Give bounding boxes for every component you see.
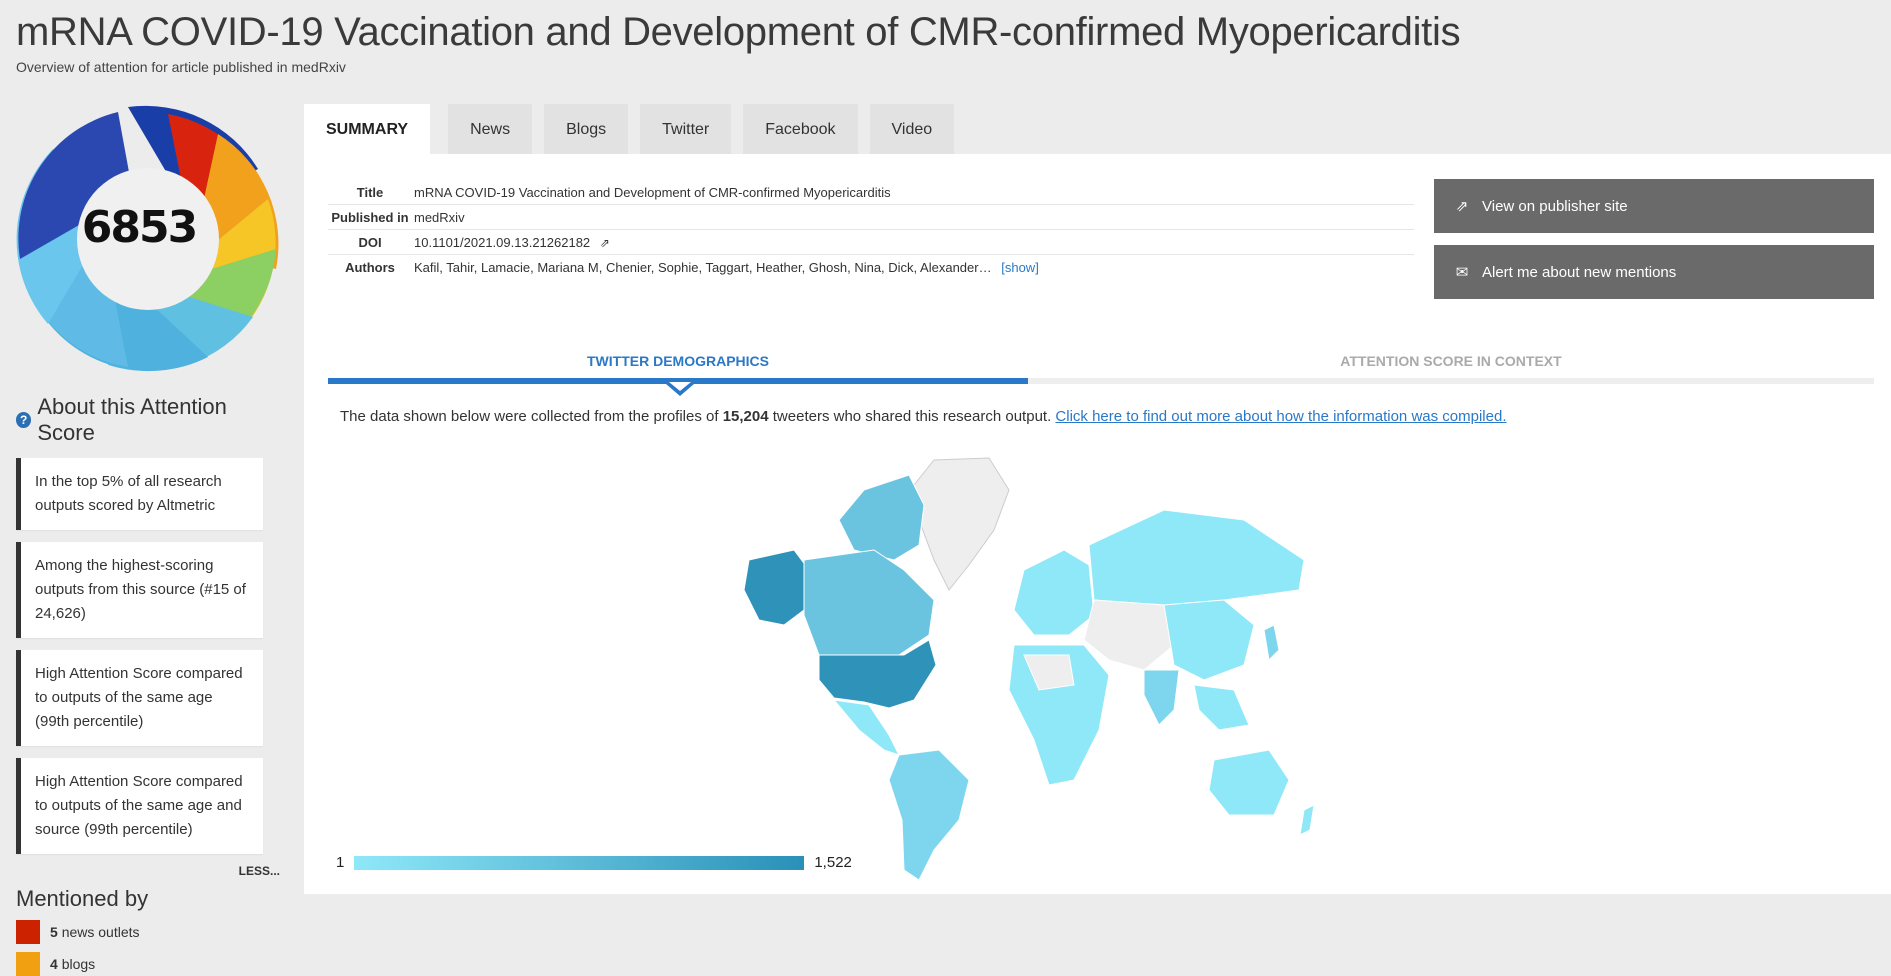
map-region-southeast-asia[interactable]: [1193, 684, 1250, 731]
page-title: mRNA COVID-19 Vaccination and Developmen…: [16, 10, 1461, 54]
tweeter-count: 15,204: [722, 408, 769, 425]
meta-label: DOI: [358, 234, 382, 250]
intro-prefix: The data shown below were collected from…: [340, 408, 719, 425]
map-region-east-asia[interactable]: [1163, 599, 1255, 681]
subtab-track: [328, 378, 1874, 384]
score-card: Among the highest-scoring outputs from t…: [16, 542, 263, 638]
about-title: ? About this Attention Score: [16, 394, 280, 446]
authors-value: Kafil, Tahir, Lamacie, Mariana M, Chenie…: [414, 259, 992, 275]
mention-count: 4: [50, 956, 58, 972]
legend-gradient: [354, 855, 805, 870]
demographics-tabs: TWITTER DEMOGRAPHICS ATTENTION SCORE IN …: [328, 344, 1874, 396]
score-card: High Attention Score compared to outputs…: [16, 758, 263, 854]
map-region-sahara[interactable]: [1023, 654, 1075, 691]
map-region-africa[interactable]: [1008, 644, 1110, 786]
meta-row-doi: DOI 10.1101/2021.09.13.21262182 ⇗: [328, 230, 1414, 255]
tab-bar: SUMMARY News Blogs Twitter Facebook Vide…: [304, 104, 966, 154]
world-map: [743, 457, 1315, 881]
mentioned-title: Mentioned by: [16, 886, 149, 911]
map-region-australia[interactable]: [1208, 749, 1290, 816]
subtab-active-indicator: [328, 378, 1028, 384]
alert-mentions-label: Alert me about new mentions: [1482, 263, 1677, 281]
meta-value: Kafil, Tahir, Lamacie, Mariana M, Chenie…: [412, 260, 1039, 275]
tab-video[interactable]: Video: [869, 104, 955, 154]
attention-score: 6853: [81, 202, 198, 253]
subtab-caret-inner: [669, 382, 691, 391]
tab-facebook[interactable]: Facebook: [743, 104, 858, 154]
altmetric-donut: [16, 105, 279, 372]
mention-row-news[interactable]: 5 news outlets: [16, 920, 280, 944]
meta-value: mRNA COVID-19 Vaccination and Developmen…: [414, 184, 891, 200]
demographics-intro: The data shown below were collected from…: [340, 408, 1506, 425]
alert-mentions-button[interactable]: ✉ Alert me about new mentions: [1434, 245, 1874, 299]
map-region-greenland[interactable]: [913, 457, 1010, 591]
map-region-new-zealand[interactable]: [1299, 804, 1315, 836]
external-link-icon[interactable]: ⇗: [599, 235, 610, 250]
page-header: mRNA COVID-19 Vaccination and Developmen…: [16, 10, 1461, 75]
mention-label: news outlets: [61, 924, 140, 940]
tab-twitter-demographics[interactable]: TWITTER DEMOGRAPHICS: [587, 353, 769, 369]
about-section: ? About this Attention Score In the top …: [16, 394, 280, 976]
main-panel: SUMMARY News Blogs Twitter Facebook Vide…: [304, 104, 1891, 894]
meta-value: medRxiv: [414, 209, 465, 225]
view-publisher-button[interactable]: ⇗ View on publisher site: [1434, 179, 1874, 233]
page-subtitle: Overview of attention for article publis…: [16, 59, 346, 75]
news-swatch: [16, 920, 40, 944]
legend-max: 1,522: [814, 854, 852, 871]
map-region-canada[interactable]: [803, 549, 935, 656]
map-region-europe[interactable]: [1013, 549, 1095, 636]
help-icon[interactable]: ?: [16, 412, 32, 428]
tab-news[interactable]: News: [448, 104, 533, 154]
meta-label: Authors: [345, 259, 395, 275]
map-region-arctic-canada[interactable]: [838, 474, 925, 561]
intro-middle: tweeters who shared this research output…: [772, 408, 1052, 425]
meta-row-authors: Authors Kafil, Tahir, Lamacie, Mariana M…: [328, 255, 1414, 279]
score-card: High Attention Score compared to outputs…: [16, 650, 263, 746]
score-card: In the top 5% of all research outputs sc…: [16, 458, 263, 530]
meta-row-title: Title mRNA COVID-19 Vaccination and Deve…: [328, 180, 1414, 205]
less-toggle[interactable]: LESS...: [238, 864, 280, 878]
article-metadata: Title mRNA COVID-19 Vaccination and Deve…: [328, 180, 1414, 279]
view-publisher-label: View on publisher site: [1482, 197, 1628, 215]
tab-blogs[interactable]: Blogs: [544, 104, 629, 154]
map-region-russia[interactable]: [1088, 509, 1305, 606]
doi-link[interactable]: 10.1101/2021.09.13.21262182 ⇗: [412, 235, 610, 250]
map-region-south-america[interactable]: [888, 749, 970, 881]
map-region-usa[interactable]: [818, 639, 937, 709]
map-region-central-asia[interactable]: [1083, 599, 1175, 671]
legend-min: 1: [336, 854, 345, 871]
mention-row-blogs[interactable]: 4 blogs: [16, 952, 280, 976]
tab-attention-score-in-context[interactable]: ATTENTION SCORE IN CONTEXT: [1340, 353, 1562, 369]
tab-twitter[interactable]: Twitter: [640, 104, 732, 154]
envelope-icon: ✉: [1455, 264, 1469, 281]
mention-count: 5: [50, 924, 58, 940]
map-region-japan[interactable]: [1263, 624, 1280, 662]
about-title-label: About this Attention Score: [37, 394, 227, 445]
show-authors-link[interactable]: [show]: [1001, 259, 1039, 275]
map-legend: 1 1,522: [336, 854, 852, 871]
meta-row-published: Published in medRxiv: [328, 205, 1414, 230]
map-region-alaska[interactable]: [743, 549, 810, 626]
doi-value[interactable]: 10.1101/2021.09.13.21262182: [414, 234, 591, 250]
blogs-swatch: [16, 952, 40, 976]
tab-summary[interactable]: SUMMARY: [304, 104, 431, 154]
meta-label: Published in: [331, 209, 409, 225]
meta-label: Title: [356, 184, 384, 200]
mention-label: blogs: [61, 956, 96, 972]
map-region-india[interactable]: [1143, 669, 1180, 726]
summary-panel: Title mRNA COVID-19 Vaccination and Deve…: [304, 154, 1891, 894]
external-link-icon: ⇗: [1455, 198, 1469, 215]
more-info-link[interactable]: Click here to find out more about how th…: [1055, 408, 1507, 425]
